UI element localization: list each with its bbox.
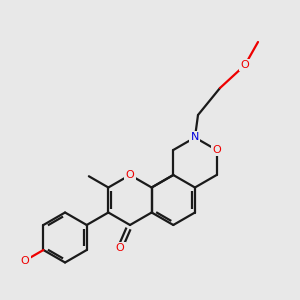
Text: O: O — [126, 170, 134, 180]
Text: O: O — [241, 60, 249, 70]
Text: O: O — [212, 145, 221, 155]
Text: N: N — [191, 133, 199, 142]
Text: O: O — [116, 243, 124, 253]
Text: O: O — [21, 256, 29, 266]
